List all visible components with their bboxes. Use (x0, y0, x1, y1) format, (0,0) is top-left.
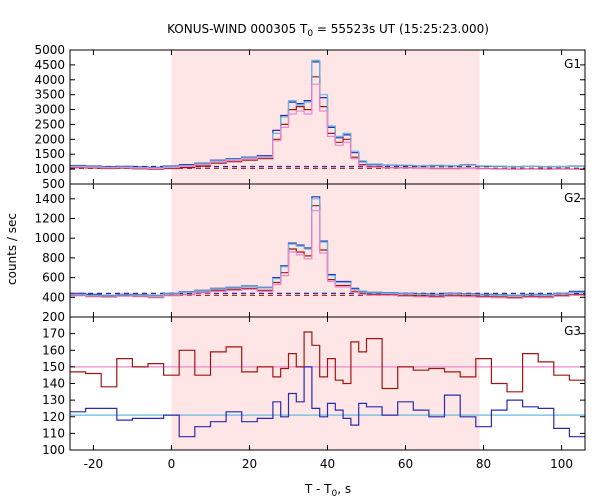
series-line-blue (70, 366, 585, 438)
y-tick-label: 4500 (34, 58, 65, 72)
x-tick-label: 100 (550, 457, 573, 471)
chart-title: KONUS-WIND 000305 T0 = 55523s UT (15:25:… (167, 22, 489, 39)
y-tick-label: 500 (42, 177, 65, 191)
y-tick-label: 150 (42, 360, 65, 374)
panel-label: G2 (564, 191, 581, 205)
panel-label: G1 (564, 57, 581, 71)
y-tick-label: 400 (42, 290, 65, 304)
y-tick-label: 3500 (34, 88, 65, 102)
y-tick-label: 200 (42, 310, 65, 324)
y-tick-label: 160 (42, 343, 65, 357)
y-tick-label: 4000 (34, 73, 65, 87)
y-tick-label: 2000 (34, 132, 65, 146)
x-tick-label: 80 (476, 457, 491, 471)
y-tick-label: 1200 (34, 211, 65, 225)
y-tick-label: 1000 (34, 162, 65, 176)
series-line-red (70, 331, 585, 393)
series-line-pink (70, 210, 585, 299)
y-tick-label: 2500 (34, 117, 65, 131)
y-tick-label: 800 (42, 251, 65, 265)
y-tick-label: 170 (42, 327, 65, 341)
y-tick-label: 5000 (34, 43, 65, 57)
x-tick-label: -20 (84, 457, 104, 471)
shaded-interval (171, 317, 480, 450)
shaded-interval (171, 50, 480, 184)
panel-g2: 200 400 600 800 1000 1200 1400 G2 (34, 183, 586, 324)
y-axis-label: counts / sec (5, 213, 19, 285)
y-tick-label: 120 (42, 410, 65, 424)
x-axis-label: T - T0, s (304, 482, 351, 499)
x-tick-label: 0 (168, 457, 176, 471)
y-tick-label: 1500 (34, 147, 65, 161)
x-tick-label: 40 (320, 457, 335, 471)
y-tick-label: 100 (42, 443, 65, 457)
y-tick-label: 110 (42, 426, 65, 440)
y-tick-label: 140 (42, 377, 65, 391)
x-tick-label: 60 (398, 457, 413, 471)
y-tick-label: 130 (42, 393, 65, 407)
x-tick-label: 20 (242, 457, 257, 471)
y-tick-label: 1400 (34, 192, 65, 206)
y-tick-label: 1000 (34, 231, 65, 245)
y-tick-label: 600 (42, 271, 65, 285)
y-tick-label: 3000 (34, 103, 65, 117)
panel-label: G3 (564, 324, 581, 338)
series-line-pink (70, 83, 585, 170)
panels: 500100015002000250030003500400045005000G… (34, 43, 586, 471)
panel-g3: 100 110 120 130 140 150 160 170 -20 0 20 40 60 80 100 G… (42, 316, 586, 471)
